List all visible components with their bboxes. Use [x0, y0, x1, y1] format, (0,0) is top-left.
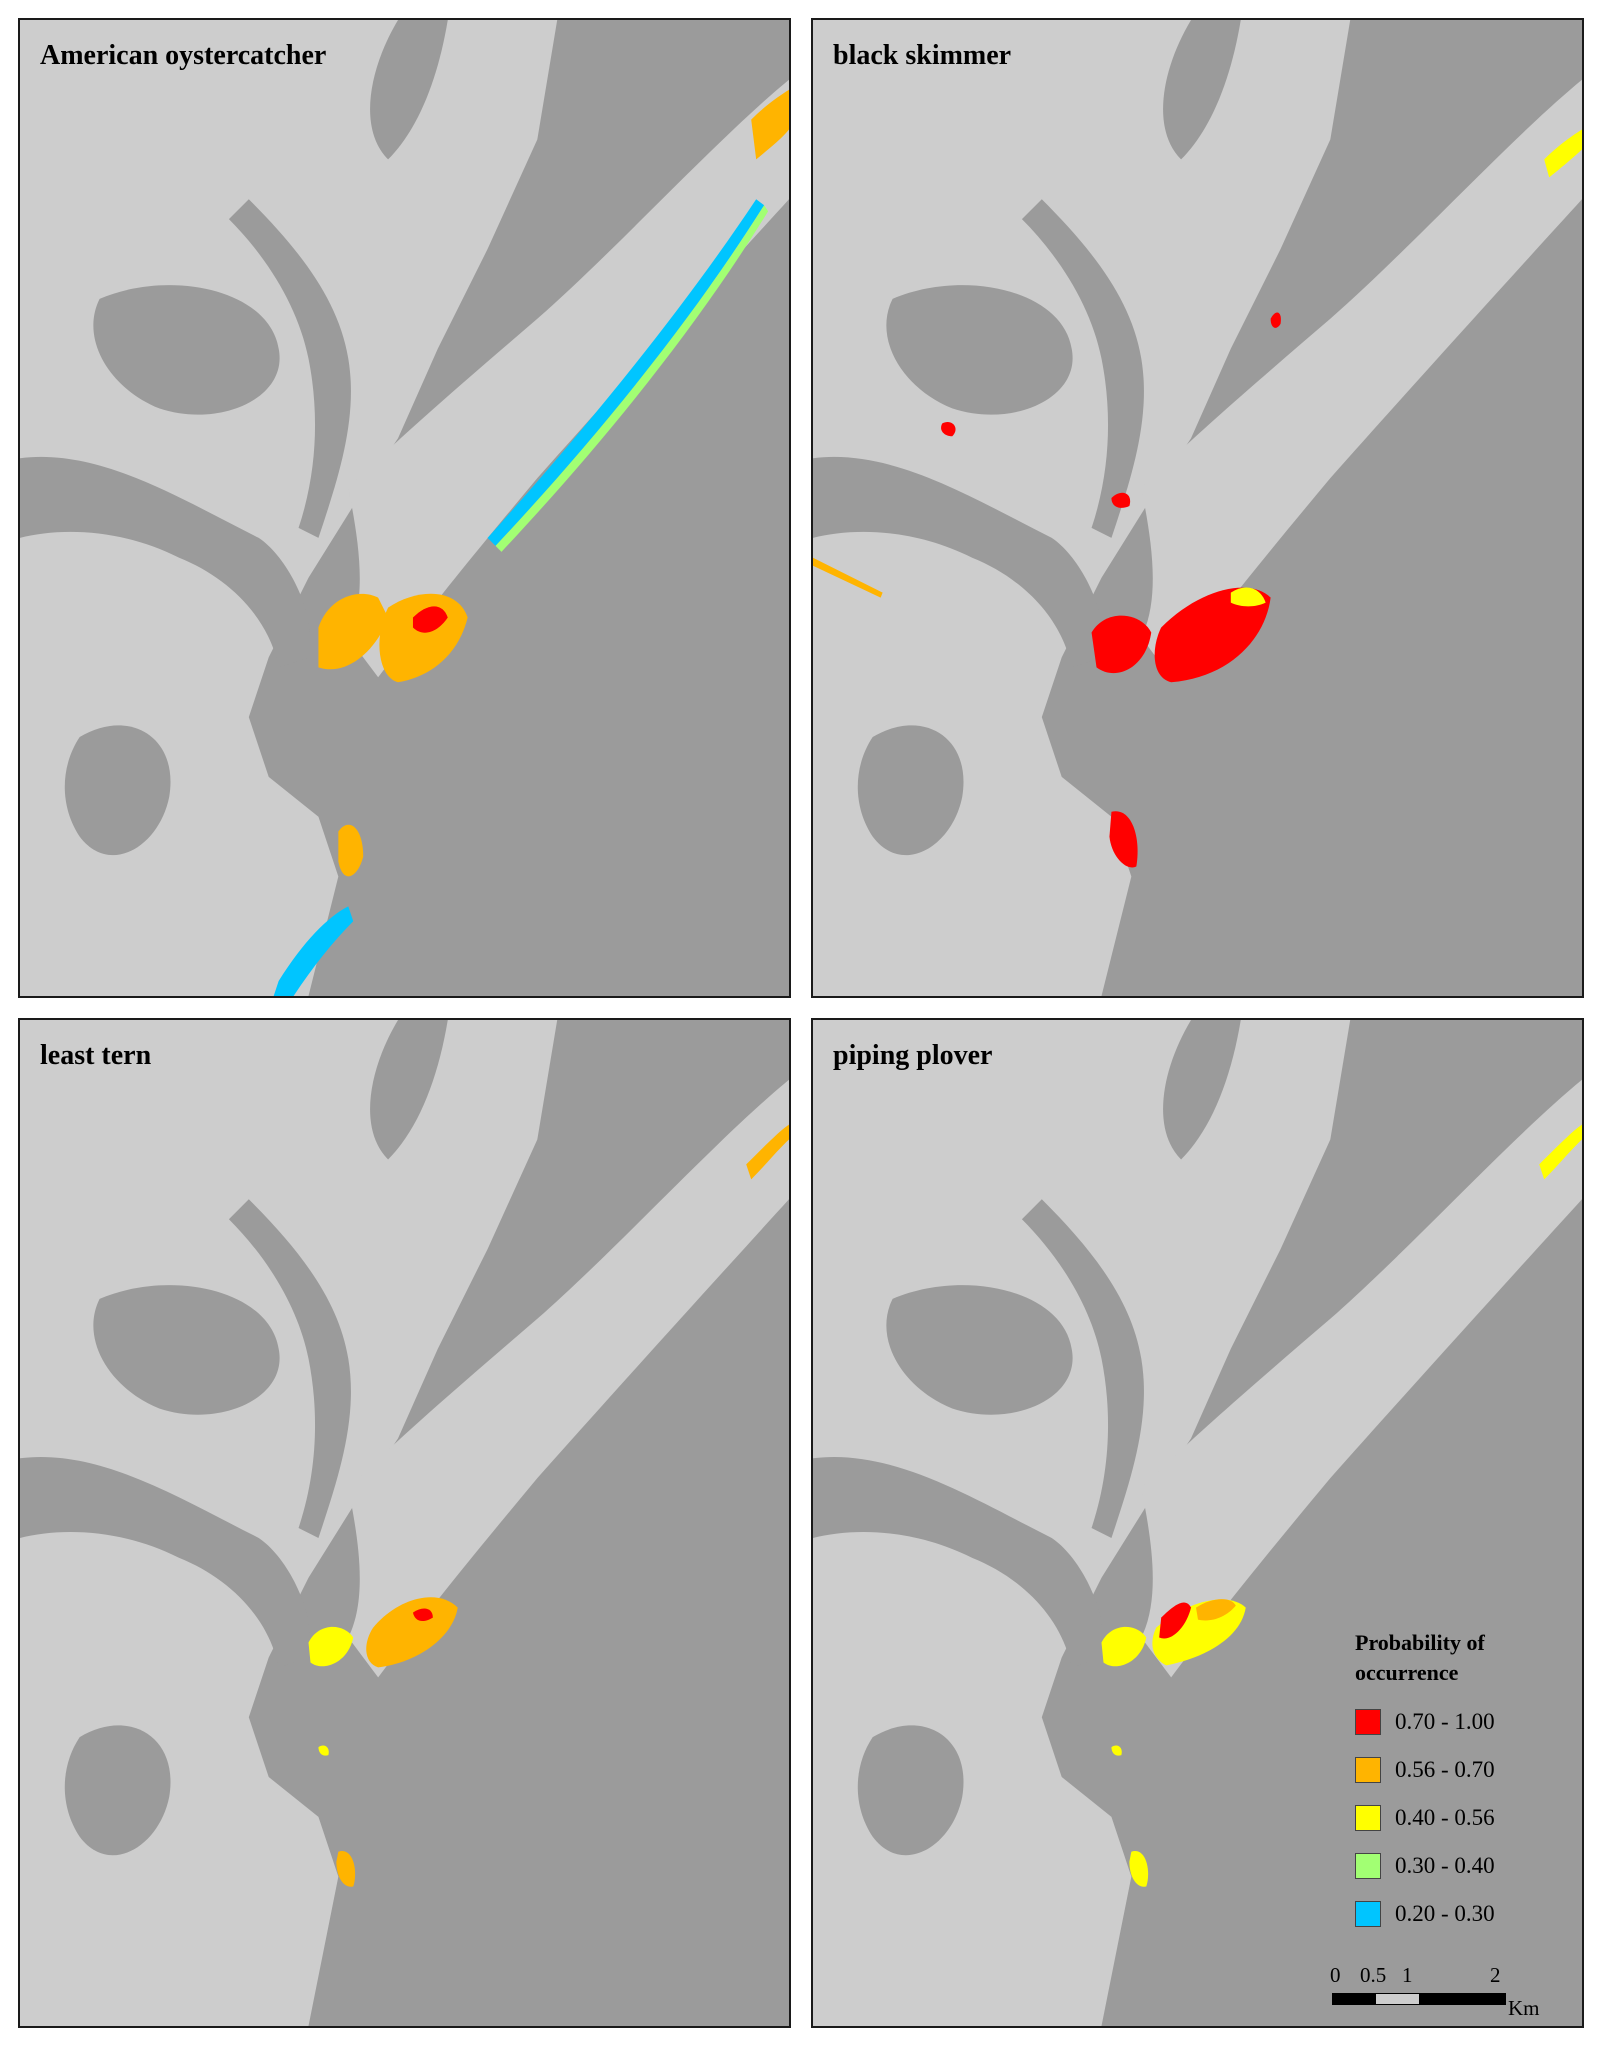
habitat-patch — [1196, 1599, 1236, 1621]
habitat-patch — [338, 824, 364, 877]
map-panel-american-oystercatcher: American oystercatcher — [18, 18, 791, 998]
map-base — [20, 1020, 789, 2026]
scale-tick-0-5: 0.5 — [1360, 1963, 1387, 1987]
map-base — [813, 1020, 1582, 2026]
panel-title: black skimmer — [833, 40, 1012, 71]
scale-unit: Km — [1508, 1996, 1540, 2020]
habitat-patch — [1154, 587, 1271, 683]
habitat-patch — [318, 1745, 329, 1756]
legend-swatch — [1355, 1901, 1381, 1927]
panel-title: least tern — [40, 1040, 152, 1071]
scale-tick-1: 1 — [1402, 1963, 1413, 1987]
habitat-patch — [318, 593, 389, 670]
habitat-patch — [366, 1597, 458, 1668]
habitat-patch — [1544, 129, 1582, 178]
habitat-patch — [751, 89, 789, 160]
map-base — [813, 20, 1582, 996]
habitat-patch — [1159, 1602, 1192, 1639]
legend: Probability of occurrence 0.70 - 1.00 0.5… — [1355, 1628, 1555, 1938]
habitat-patch — [412, 606, 448, 633]
map-panel-black-skimmer: black skimmer — [811, 18, 1584, 998]
legend-title-line1: Probability of — [1355, 1630, 1485, 1655]
legend-item: 0.70 - 1.00 — [1355, 1698, 1555, 1746]
panel-title: piping plover — [833, 1040, 993, 1071]
habitat-patch — [1129, 1851, 1149, 1887]
habitat-patch — [1270, 312, 1281, 328]
habitat-patch — [273, 906, 354, 996]
habitat-patch — [308, 1626, 354, 1667]
habitat-patch — [746, 1124, 789, 1180]
legend-label: 0.56 - 0.70 — [1395, 1757, 1495, 1782]
legend-items: 0.70 - 1.00 0.56 - 0.70 0.40 - 0.56 0.30 - … — [1355, 1698, 1555, 1938]
scalebar: 0 0.5 1 2 Km — [1330, 1963, 1570, 2020]
scale-tick-2: 2 — [1490, 1963, 1501, 1987]
habitat-patch — [495, 205, 769, 552]
habitat-patch — [336, 1851, 356, 1887]
legend-item: 0.40 - 0.56 — [1355, 1794, 1555, 1842]
map-base — [20, 20, 789, 996]
habitat-patch — [941, 422, 956, 437]
legend-item: 0.56 - 0.70 — [1355, 1746, 1555, 1794]
habitat-patch — [487, 199, 765, 546]
legend-item: 0.20 - 0.30 — [1355, 1890, 1555, 1938]
panel-title: American oystercatcher — [40, 40, 327, 71]
scale-tick-0: 0 — [1330, 1963, 1341, 1987]
legend-swatch — [1355, 1805, 1381, 1831]
habitat-patch — [813, 557, 883, 598]
legend-title-line2: occurrence — [1355, 1660, 1459, 1685]
legend-label: 0.70 - 1.00 — [1395, 1709, 1495, 1734]
legend-item: 0.30 - 0.40 — [1355, 1842, 1555, 1890]
habitat-patch — [1230, 587, 1266, 607]
habitat-patch — [1101, 1626, 1147, 1667]
map-panel-least-tern: least tern — [18, 1018, 791, 2028]
legend-label: 0.30 - 0.40 — [1395, 1853, 1495, 1878]
habitat-patch — [1539, 1124, 1582, 1180]
habitat-patch — [1111, 1745, 1122, 1756]
legend-swatch — [1355, 1853, 1381, 1879]
habitat-patch — [412, 1608, 433, 1622]
legend-swatch — [1355, 1709, 1381, 1735]
legend-swatch — [1355, 1757, 1381, 1783]
scalebar-segments — [1332, 1993, 1506, 2005]
habitat-patch — [1111, 492, 1131, 508]
habitat-patch — [1091, 615, 1152, 674]
legend-label: 0.40 - 0.56 — [1395, 1805, 1495, 1830]
habitat-patch — [1109, 811, 1138, 868]
habitat-patch — [379, 593, 468, 683]
map-panel-piping-plover: piping plover — [811, 1018, 1584, 2028]
legend-label: 0.20 - 0.30 — [1395, 1901, 1495, 1926]
